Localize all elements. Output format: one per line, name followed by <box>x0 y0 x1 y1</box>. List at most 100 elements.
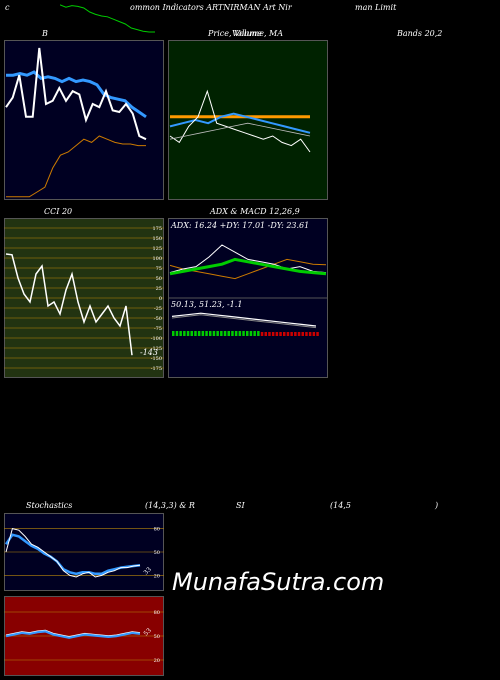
cci-tick-label: -75 <box>154 326 162 332</box>
stoch-d-line <box>4 533 141 576</box>
macd-histogram-bar <box>216 331 219 336</box>
macd-histogram-bar <box>186 331 190 336</box>
cci-tick-label: 150 <box>152 236 162 242</box>
adx-line <box>169 257 327 276</box>
macd-histogram-bar <box>179 331 182 336</box>
cci-tick-label: -150 <box>151 356 162 362</box>
macd-histogram-bar <box>301 332 304 336</box>
cci-tick-label: 175 <box>152 226 162 232</box>
stoch-k-line <box>5 527 141 578</box>
cci-tick-label: -100 <box>151 336 162 342</box>
macd-histogram-bar <box>201 331 205 336</box>
macd-histogram-bar <box>238 331 242 336</box>
macd-histogram-bar <box>246 331 249 336</box>
rsi-thin-line <box>5 629 141 637</box>
macd-histogram-bar <box>227 331 230 336</box>
header-title-right: man Limit <box>355 3 397 12</box>
bollinger-middle-line <box>6 70 147 119</box>
rsi-line <box>5 629 141 639</box>
rsi-value-label: 53 <box>142 627 152 637</box>
price-volume-label: Price, Volume, MA <box>208 29 284 38</box>
macd-histogram-bar <box>223 331 227 336</box>
macd-values: 50.13, 51.23, -1.1 <box>171 300 242 309</box>
bollinger-panel <box>4 40 164 200</box>
macd-histogram-bar <box>212 331 216 336</box>
top-green-trend <box>60 4 155 33</box>
stoch-tick-label: 50 <box>154 550 160 556</box>
bollinger-panel-letter: B <box>42 29 48 38</box>
cci-label: CCI 20 <box>44 207 73 216</box>
macd-histogram-bar <box>220 331 223 336</box>
adx-values: ADX: 16.24 +DY: 17.01 -DY: 23.61 <box>170 221 309 230</box>
macd-histogram-bar <box>286 332 290 336</box>
watermark: MunafaSutra.com <box>172 568 385 596</box>
macd-histogram-bar <box>209 331 212 336</box>
macd-histogram-bar <box>197 331 201 336</box>
cci-panel: 175 150 125 100 75 50 25 0 -25 -50 -75 -100 -125 -150… <box>4 218 164 378</box>
macd-histogram-bar <box>190 331 193 336</box>
macd-histogram-bar <box>242 331 245 336</box>
macd-histogram-bar <box>312 332 316 336</box>
price-ma-panel <box>168 40 328 200</box>
macd-histogram-bar <box>283 332 286 336</box>
price-ma-mid <box>169 122 311 140</box>
rsi-tick-label: 80 <box>154 610 160 616</box>
macd-histogram-bar <box>305 332 308 336</box>
macd-histogram-bar <box>253 331 256 336</box>
macd-histogram-bar <box>257 331 260 336</box>
stoch-value-label: 33 <box>142 566 152 576</box>
macd-histogram-bar <box>308 332 312 336</box>
cci-tick-label: 100 <box>152 256 162 262</box>
cci-tick-label: 25 <box>156 286 162 292</box>
bollinger-lower-line <box>6 135 146 198</box>
rsi-label: SI <box>236 501 245 510</box>
macd-histogram-bar <box>205 331 208 336</box>
rsi-params-close: ) <box>435 501 439 510</box>
cci-tick-label: -175 <box>151 366 162 372</box>
cci-value-label: -143 <box>140 348 158 357</box>
macd-histogram-bar <box>290 332 293 336</box>
macd-histogram-bar <box>249 331 253 336</box>
adx-macd-panel: ADX: 16.24 +DY: 17.01 -DY: 23.61 50.13, … <box>168 218 328 378</box>
header-glyph: c <box>5 3 10 12</box>
stochastics-panel: 80 50 20 33 <box>4 513 164 591</box>
macd-histogram-bar <box>268 332 271 336</box>
price-line <box>169 89 311 153</box>
rsi-tick-label: 50 <box>154 634 160 640</box>
macd-line <box>171 312 317 327</box>
cci-tick-label: -25 <box>154 306 162 312</box>
macd-histogram-bar <box>234 331 238 336</box>
macd-histogram-bar <box>260 332 264 336</box>
macd-histogram-bar <box>294 332 297 336</box>
stochastics-label: Stochastics <box>26 501 73 510</box>
macd-histogram-bar <box>231 331 234 336</box>
header-title: ommon Indicators ARTNIRMAN Art Nir <box>130 3 292 12</box>
macd-histogram-bar <box>175 331 179 336</box>
rsi-tick-label: 20 <box>154 658 160 664</box>
macd-histogram-bar <box>194 331 197 336</box>
adx-plus-di-line <box>169 244 327 274</box>
stoch-tick-label: 80 <box>154 527 160 533</box>
stoch-tick-label: 20 <box>154 573 160 579</box>
volume-overlay-label: Volume <box>232 29 262 38</box>
macd-histogram-bar <box>264 332 267 336</box>
adx-macd-label: ADX & MACD 12,26,9 <box>210 207 300 216</box>
cci-tick-label: 50 <box>156 276 162 282</box>
bands-label: Bands 20,2 <box>397 29 443 38</box>
macd-histogram-bar <box>183 331 186 336</box>
macd-histogram-bar <box>279 332 282 336</box>
macd-histogram-bar <box>172 331 175 336</box>
cci-tick-label: -50 <box>154 316 162 322</box>
cci-tick-label: 125 <box>152 246 162 252</box>
rsi-panel: 80 50 20 53 <box>4 596 164 676</box>
macd-histogram-bar <box>271 332 275 336</box>
price-ma-short <box>169 112 311 134</box>
stochastics-params: (14,3,3) & R <box>145 501 195 510</box>
macd-histogram-bar <box>275 332 279 336</box>
macd-signal-line <box>171 314 317 329</box>
cci-tick-label: 75 <box>156 266 162 272</box>
rsi-params: (14,5 <box>330 501 351 510</box>
bollinger-price-line <box>5 47 147 141</box>
macd-histogram-bar <box>316 332 319 336</box>
adx-minus-di-line <box>169 258 327 280</box>
